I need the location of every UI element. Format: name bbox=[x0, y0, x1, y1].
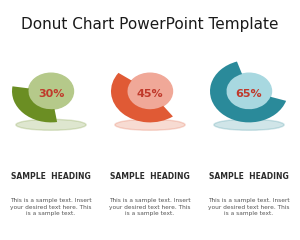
Text: 65%: 65% bbox=[236, 89, 262, 99]
Circle shape bbox=[128, 73, 172, 109]
Text: This is a sample text. Insert
your desired text here. This
is a sample text.: This is a sample text. Insert your desir… bbox=[208, 198, 290, 216]
Text: 30%: 30% bbox=[38, 89, 64, 99]
Ellipse shape bbox=[115, 119, 185, 130]
Ellipse shape bbox=[16, 119, 86, 130]
Text: SAMPLE  HEADING: SAMPLE HEADING bbox=[11, 172, 91, 181]
Text: 45%: 45% bbox=[137, 89, 163, 99]
Wedge shape bbox=[163, 106, 173, 116]
Wedge shape bbox=[210, 61, 286, 122]
Ellipse shape bbox=[16, 119, 86, 130]
Text: SAMPLE  HEADING: SAMPLE HEADING bbox=[110, 172, 190, 181]
Wedge shape bbox=[111, 73, 173, 122]
Ellipse shape bbox=[214, 119, 284, 130]
Ellipse shape bbox=[214, 119, 284, 130]
Wedge shape bbox=[55, 109, 57, 122]
Circle shape bbox=[226, 73, 272, 109]
Circle shape bbox=[28, 73, 74, 109]
Wedge shape bbox=[12, 86, 57, 122]
Text: This is a sample text. Insert
your desired text here. This
is a sample text.: This is a sample text. Insert your desir… bbox=[109, 198, 191, 216]
Ellipse shape bbox=[115, 119, 185, 130]
Wedge shape bbox=[270, 97, 286, 101]
Text: This is a sample text. Insert
your desired text here. This
is a sample text.: This is a sample text. Insert your desir… bbox=[10, 198, 92, 216]
Text: SAMPLE  HEADING: SAMPLE HEADING bbox=[209, 172, 289, 181]
Text: Donut Chart PowerPoint Template: Donut Chart PowerPoint Template bbox=[21, 17, 279, 32]
